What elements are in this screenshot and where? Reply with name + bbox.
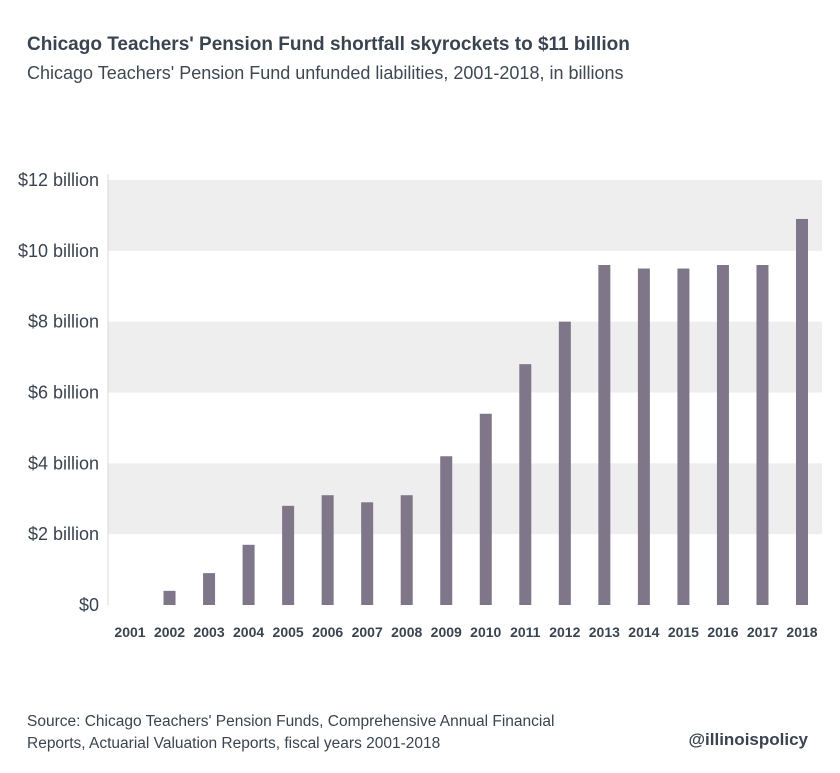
- x-tick-label: 2012: [549, 624, 580, 640]
- x-axis-tick-labels: 2001 2002 2003 2004 2005 2006 2007 2008 2009 2010…: [114, 624, 817, 640]
- x-tick-label: 2014: [628, 624, 659, 640]
- bar-2009: [440, 456, 453, 605]
- social-handle: @illinoispolicy: [688, 730, 808, 749]
- x-tick-label: 2011: [510, 624, 541, 640]
- x-tick-label: 2009: [431, 624, 462, 640]
- bar-2005: [282, 505, 295, 605]
- y-tick-label: $12 billion: [18, 170, 99, 190]
- y-tick-label: $2 billion: [28, 524, 99, 544]
- y-tick-label: $10 billion: [18, 241, 99, 261]
- bar-2003: [203, 573, 216, 605]
- bar-2002: [163, 590, 176, 605]
- x-tick-label: 2010: [470, 624, 501, 640]
- source-line-1: Source: Chicago Teachers' Pension Funds,…: [27, 713, 555, 730]
- bar-2008: [400, 495, 413, 605]
- x-tick-label: 2006: [312, 624, 343, 640]
- bar-2016: [716, 265, 729, 605]
- bar-2011: [519, 364, 532, 605]
- bar-chart: $0 $2 billion $4 billion $6 billion $8 billi…: [18, 170, 822, 640]
- x-tick-label: 2017: [747, 624, 778, 640]
- bar-2004: [242, 544, 255, 605]
- grid-band: [108, 180, 822, 251]
- bar-2007: [361, 502, 374, 605]
- bar-2006: [321, 495, 334, 605]
- y-tick-label: $8 billion: [28, 312, 99, 332]
- chart-subtitle: Chicago Teachers' Pension Fund unfunded …: [27, 63, 624, 83]
- x-tick-label: 2001: [114, 624, 145, 640]
- y-tick-label: $4 billion: [28, 453, 99, 473]
- grid-band: [108, 321, 822, 393]
- x-tick-label: 2002: [154, 624, 185, 640]
- source-line-2: Reports, Actuarial Valuation Reports, fi…: [27, 735, 441, 752]
- y-axis-tick-labels: $0 $2 billion $4 billion $6 billion $8 billi…: [18, 170, 99, 615]
- bar-2013: [598, 265, 611, 605]
- y-tick-label: $6 billion: [28, 383, 99, 403]
- bar-2014: [637, 268, 650, 605]
- source-note: Source: Chicago Teachers' Pension Funds,…: [27, 711, 667, 755]
- x-tick-label: 2015: [668, 624, 699, 640]
- x-tick-label: 2008: [391, 624, 422, 640]
- grid-band: [108, 463, 822, 535]
- x-tick-label: 2004: [233, 624, 264, 640]
- x-tick-label: 2007: [352, 624, 383, 640]
- grid-bands: [108, 180, 822, 535]
- x-tick-label: 2005: [273, 624, 304, 640]
- x-tick-label: 2003: [193, 624, 224, 640]
- bars-group: [163, 218, 808, 606]
- bar-2015: [677, 268, 690, 605]
- x-tick-label: 2016: [707, 624, 738, 640]
- x-tick-label: 2018: [786, 624, 817, 640]
- bar-2012: [558, 321, 571, 605]
- bar-2018: [796, 218, 808, 606]
- y-tick-label: $0: [79, 595, 99, 615]
- x-tick-label: 2013: [589, 624, 620, 640]
- bar-2010: [479, 413, 492, 605]
- chart-title: Chicago Teachers' Pension Fund shortfall…: [27, 34, 630, 55]
- bar-2017: [756, 265, 769, 605]
